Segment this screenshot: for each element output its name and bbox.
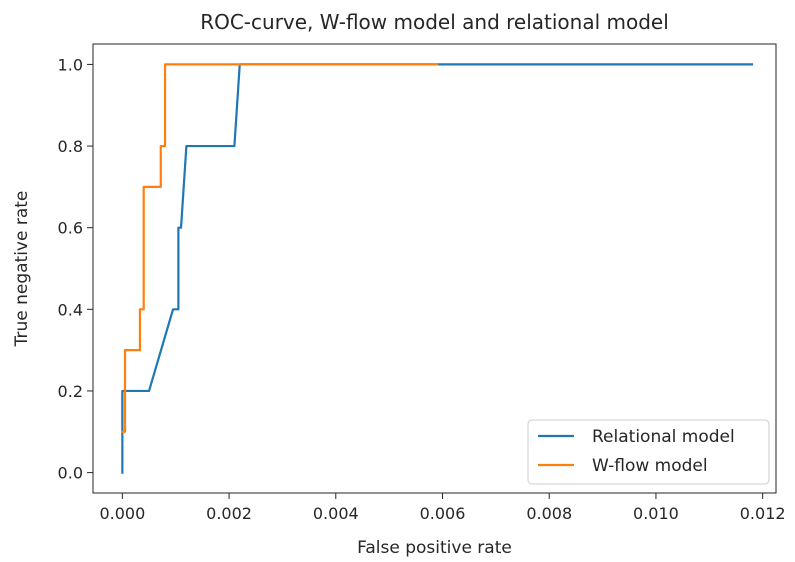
series-layer [121,63,754,474]
x-tick-label: 0.006 [420,504,466,523]
x-tick-label: 0.012 [740,504,786,523]
series-line-1 [121,63,439,433]
y-tick-label: 0.6 [58,219,83,238]
y-tick-label: 0.2 [58,382,83,401]
x-tick-label: 0.008 [526,504,572,523]
series-line-0 [121,63,754,474]
legend-box [527,419,770,485]
y-tick-label: 0.8 [58,137,83,156]
x-axis-label: False positive rate [357,538,512,558]
y-tick-label: 1.0 [58,55,83,74]
legend: Relational model W-flow model [527,419,770,485]
legend-label: Relational model [592,427,735,447]
x-axis-ticks: 0.000 0.002 0.004 0.006 0.008 0.010 0.012 [99,493,786,523]
y-tick-label: 0.4 [58,300,83,319]
x-tick-label: 0.000 [99,504,145,523]
legend-label: W-flow model [592,456,708,476]
x-tick-label: 0.002 [206,504,252,523]
plot-frame [92,43,777,494]
y-tick-label: 0.0 [58,464,83,483]
x-tick-label: 0.010 [633,504,679,523]
y-axis-label: True negative rate [12,191,32,348]
y-axis-ticks: 0.0 0.2 0.4 0.6 0.8 1.0 [58,55,93,483]
x-tick-label: 0.004 [313,504,359,523]
chart-title: ROC-curve, W-flow model and relational m… [200,10,669,34]
